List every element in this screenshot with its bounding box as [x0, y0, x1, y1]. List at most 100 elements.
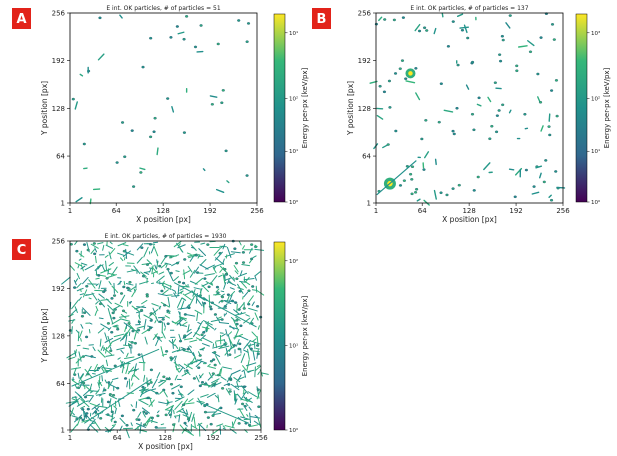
- y-tick-label: 128: [52, 332, 65, 340]
- particle-cluster: [209, 307, 213, 311]
- particle-cluster: [387, 79, 392, 83]
- particle-cluster: [452, 132, 456, 136]
- colorbar-tick-label: 10²: [591, 96, 600, 103]
- particle-cluster: [414, 187, 419, 191]
- particle-track: [108, 394, 118, 400]
- particle-track: [173, 292, 178, 298]
- particle-track: [109, 346, 112, 350]
- particle-cluster: [211, 372, 215, 375]
- particle-track: [236, 303, 238, 313]
- particle-track: [196, 298, 203, 307]
- particle-track: [74, 101, 78, 110]
- particle-track: [201, 301, 205, 308]
- particle-cluster: [439, 191, 443, 195]
- particle-track: [433, 27, 437, 35]
- particle-track: [186, 328, 192, 333]
- particle-track: [232, 276, 236, 280]
- particle-track: [149, 379, 153, 383]
- particle-track: [236, 381, 239, 389]
- particle-cluster: [220, 101, 224, 105]
- particle-track: [168, 340, 176, 346]
- particle-cluster: [247, 302, 251, 306]
- particle-cluster: [497, 109, 501, 112]
- particle-tracks: [61, 239, 269, 439]
- particle-track: [226, 295, 230, 302]
- particle-cluster: [256, 388, 260, 391]
- particle-track: [153, 245, 159, 257]
- particle-track: [108, 281, 112, 286]
- particle-cluster: [246, 22, 251, 25]
- particle-track: [132, 373, 140, 380]
- particle-track: [224, 277, 232, 281]
- particle-track: [251, 301, 255, 307]
- particle-track: [254, 414, 258, 418]
- particle-track: [144, 336, 148, 345]
- particle-track: [213, 344, 225, 349]
- particle-track: [483, 162, 491, 171]
- particle-track: [124, 326, 127, 333]
- particle-track: [107, 425, 115, 433]
- particle-track: [187, 363, 194, 365]
- particle-cluster: [383, 18, 387, 21]
- particle-track: [101, 367, 113, 370]
- particle-cluster: [203, 410, 208, 414]
- particle-track: [548, 194, 552, 199]
- y-tick-label: 256: [52, 238, 66, 246]
- particle-track: [194, 266, 200, 274]
- particle-cluster: [112, 294, 117, 297]
- particle-cluster: [515, 64, 519, 68]
- particle-cluster: [122, 285, 126, 289]
- particle-track: [233, 309, 240, 315]
- particle-track: [147, 325, 154, 328]
- particle-track: [249, 340, 261, 345]
- particle-track: [249, 259, 252, 264]
- particle-track: [128, 378, 131, 390]
- particle-track: [193, 416, 196, 428]
- particle-track: [229, 274, 236, 282]
- particle-cluster: [402, 179, 406, 182]
- particle-track: [243, 291, 249, 298]
- panel-c: C E int. OK particles, # of particles = 1…: [12, 233, 309, 451]
- particle-track: [225, 329, 228, 337]
- particle-track: [124, 356, 135, 360]
- particle-cluster: [145, 294, 149, 298]
- particle-cluster: [132, 408, 136, 412]
- particle-track: [157, 410, 160, 414]
- particle-track: [376, 114, 384, 120]
- particle-track: [141, 299, 148, 305]
- particle-cluster: [220, 299, 224, 303]
- particle-track: [73, 279, 77, 286]
- particle-cluster: [113, 364, 117, 368]
- particle-track: [487, 96, 492, 103]
- particle-track: [139, 280, 149, 285]
- particle-cluster: [498, 59, 503, 63]
- particle-cluster: [228, 353, 232, 356]
- particle-track: [202, 337, 213, 344]
- particle-track: [218, 274, 223, 278]
- particle-cluster: [445, 193, 449, 197]
- particle-cluster: [166, 322, 170, 326]
- particle-cluster: [495, 114, 499, 117]
- particle-cluster: [111, 311, 115, 315]
- particle-track: [252, 255, 257, 259]
- particle-track: [113, 333, 125, 338]
- particle-track: [174, 291, 177, 295]
- particle-cluster: [490, 124, 494, 128]
- particle-cluster: [235, 319, 239, 322]
- particle-cluster: [245, 174, 249, 177]
- particle-track: [82, 276, 89, 285]
- particle-track: [119, 361, 124, 368]
- particle-track: [257, 417, 262, 429]
- particle-track: [76, 417, 81, 426]
- particle-track: [249, 412, 252, 424]
- particle-track: [89, 390, 94, 394]
- particle-track: [218, 300, 221, 304]
- particle-track: [505, 22, 511, 29]
- particle-track: [248, 397, 252, 401]
- particle-track: [548, 113, 551, 122]
- particle-track: [177, 31, 185, 35]
- particle-cluster: [98, 302, 103, 306]
- particle-track: [110, 417, 115, 421]
- particle-track: [125, 429, 130, 439]
- particle-track: [218, 368, 222, 376]
